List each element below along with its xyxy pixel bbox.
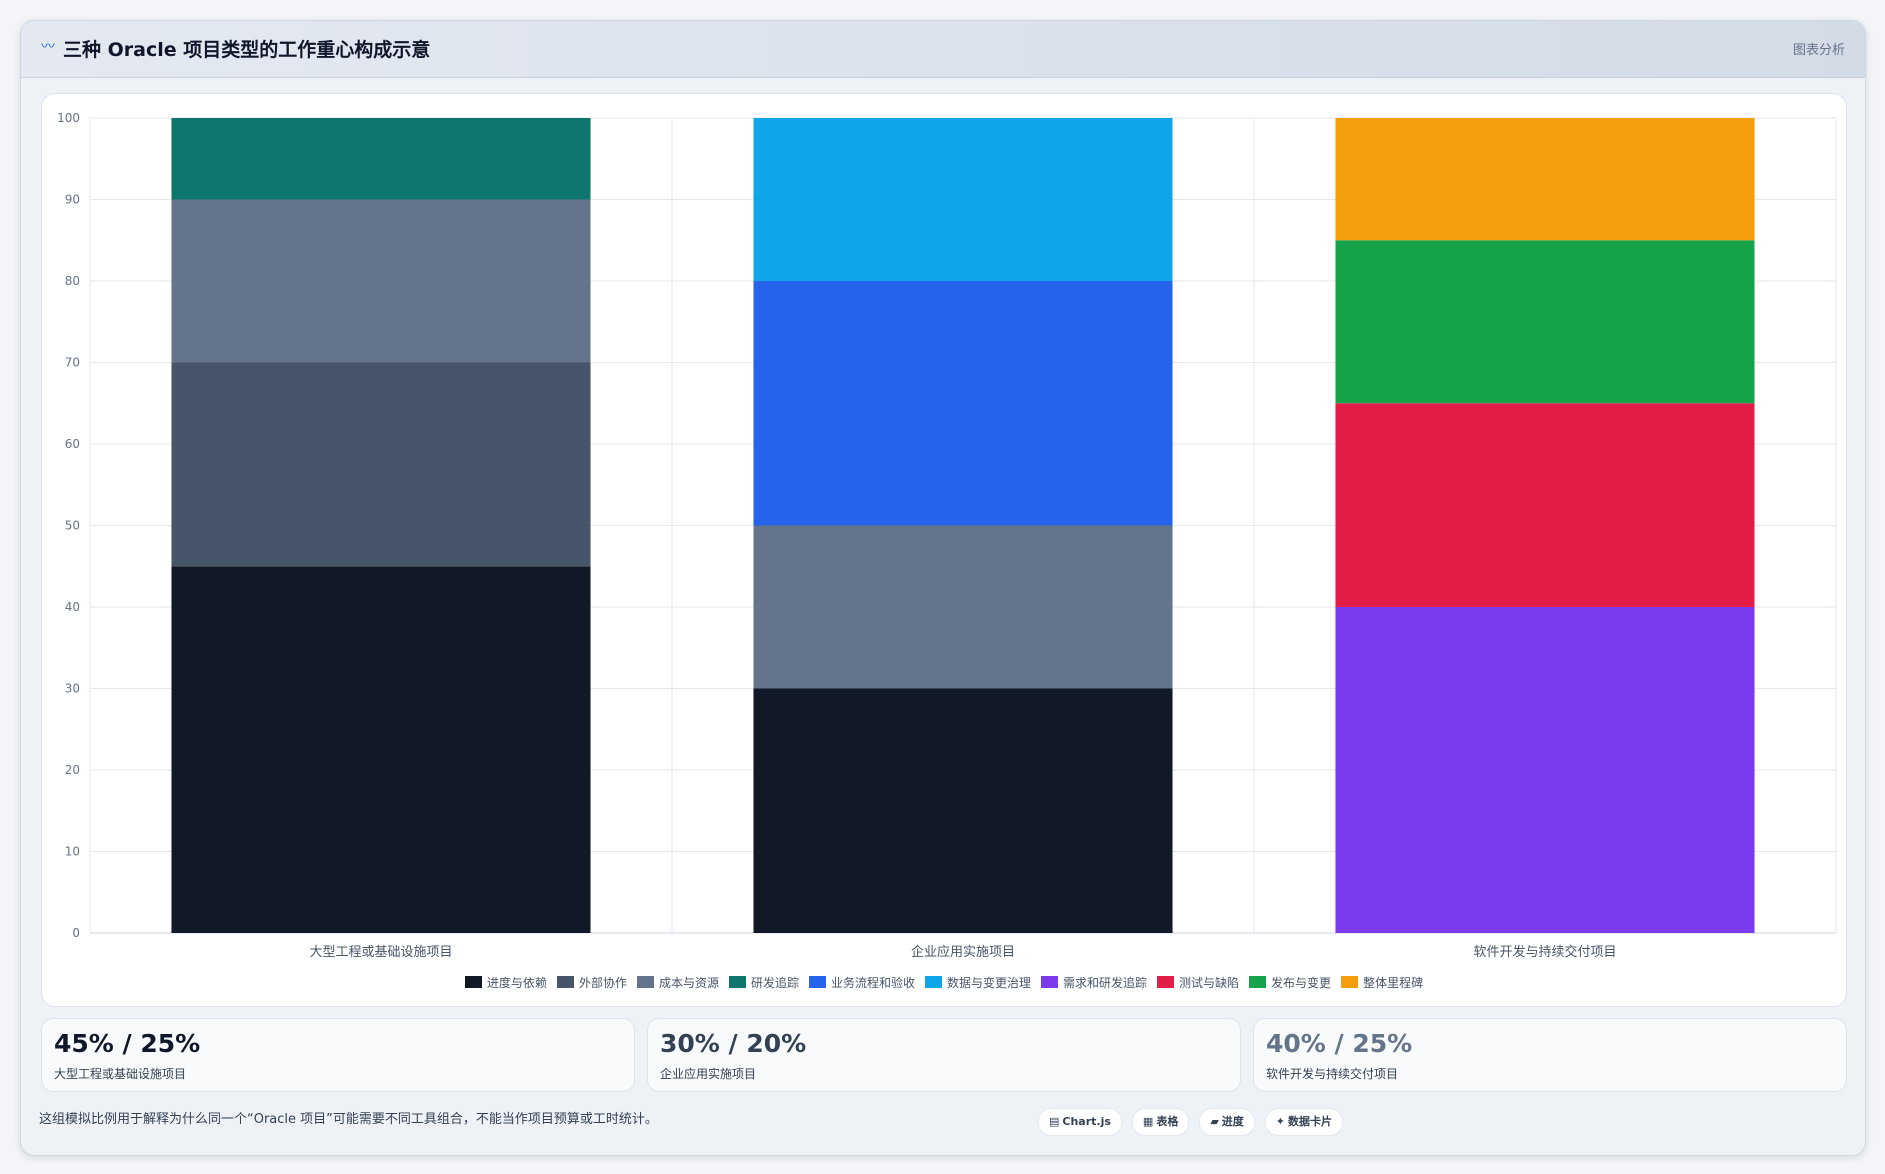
x-tick-label: 企业应用实施项目 <box>911 944 1015 960</box>
tag-progress[interactable]: ▰ 进度 <box>1199 1108 1255 1136</box>
chart-card: 0 10 20 30 40 50 60 70 80 90 100 大型工程或基础设施项目 企业应用实施项… <box>41 93 1847 1007</box>
bar-segment <box>753 281 1173 526</box>
legend-label: 研发追踪 <box>750 975 799 990</box>
x-tick-label: 大型工程或基础设施项目 <box>309 945 452 960</box>
legend-label: 进度与依赖 <box>486 975 547 990</box>
bar-segment <box>171 199 591 363</box>
legend-label: 需求和研发追踪 <box>1063 975 1148 990</box>
stat-card-enterprise: 30% / 20% 企业应用实施项目 <box>647 1018 1241 1092</box>
legend-swatch <box>1041 976 1059 988</box>
bar-segment <box>753 118 1173 281</box>
x-tick-label: 软件开发与持续交付项目 <box>1473 944 1616 960</box>
chart-analysis-button[interactable]: 图表分析 <box>1792 43 1845 58</box>
bar-segment <box>171 362 591 567</box>
legend-item[interactable]: 外部协作 <box>556 974 627 991</box>
page-title: 三种 Oracle 项目类型的工作重心构成示意 <box>63 39 431 61</box>
tag-chartjs[interactable]: ▤ Chart.js <box>1038 1108 1122 1136</box>
legend-label: 测试与缺陷 <box>1179 975 1240 990</box>
stacked-bar-chart: 0 10 20 30 40 50 60 70 80 90 100 大型工程或基础设施项目 企业应用实施项… <box>57 111 1837 960</box>
tag-label: 数据卡片 <box>1288 1115 1333 1128</box>
wave-icon: 〰 <box>41 39 55 55</box>
bar-segment <box>171 566 591 933</box>
footnote: 这组模拟比例用于解释为什么同一个“Oracle 项目”可能需要不同工具组合，不能… <box>39 1112 658 1127</box>
legend-item[interactable]: 进度与依赖 <box>464 974 547 991</box>
stat-value: 40% / 25% <box>1266 1029 1413 1058</box>
legend-swatch <box>728 976 746 988</box>
legend-swatch <box>1249 976 1267 988</box>
legend-swatch <box>1157 976 1175 988</box>
legend-item[interactable]: 业务流程和验收 <box>808 974 915 991</box>
legend-swatch <box>808 976 826 988</box>
legend-item[interactable]: 数据与变更治理 <box>925 974 1031 991</box>
y-tick-label: 10 <box>65 845 80 859</box>
y-tick-label: 0 <box>72 926 80 940</box>
stat-value: 45% / 25% <box>54 1029 201 1058</box>
chart-legend: 进度与依赖 外部协作 成本与资源 研发追踪 业务流程和验收 数据与变更治理 需求和研发追踪 测… <box>42 972 1846 992</box>
legend-item[interactable]: 发布与变更 <box>1249 974 1331 991</box>
legend-item[interactable]: 成本与资源 <box>636 974 719 991</box>
bar-segment <box>1335 240 1755 404</box>
chart-icon: ▤ <box>1049 1115 1060 1128</box>
tag-label: 进度 <box>1221 1115 1244 1128</box>
stat-label: 软件开发与持续交付项目 <box>1266 1067 1399 1081</box>
legend-label: 外部协作 <box>578 975 627 990</box>
table-icon: ▦ <box>1142 1115 1154 1128</box>
legend-item[interactable]: 整体里程碑 <box>1341 974 1423 991</box>
bar-segment <box>1335 118 1755 241</box>
bar-segment <box>753 688 1173 933</box>
bar-segment <box>171 118 591 200</box>
bar-segment <box>1335 403 1755 607</box>
stat-card-infrastructure: 45% / 25% 大型工程或基础设施项目 <box>41 1018 635 1092</box>
legend-swatch <box>464 976 482 988</box>
chart-window: 〰 三种 Oracle 项目类型的工作重心构成示意 图表分析 0 10 20 30 40… <box>20 20 1866 1156</box>
stat-label: 大型工程或基础设施项目 <box>54 1067 187 1081</box>
legend-item[interactable]: 需求和研发追踪 <box>1041 974 1147 991</box>
y-tick-label: 90 <box>65 193 80 207</box>
stat-value: 30% / 20% <box>660 1029 807 1058</box>
legend-swatch <box>556 976 574 988</box>
tag-label: Chart.js <box>1062 1115 1111 1128</box>
progress-icon: ▰ <box>1210 1115 1219 1128</box>
y-tick-label: 20 <box>65 763 80 777</box>
card-icon: ✦ <box>1275 1115 1286 1128</box>
y-tick-label: 80 <box>65 274 80 288</box>
tag-label: 表格 <box>1156 1115 1179 1128</box>
y-tick-label: 70 <box>65 356 80 370</box>
legend-item[interactable]: 研发追踪 <box>728 974 799 991</box>
legend-label: 整体里程碑 <box>1363 975 1424 990</box>
legend-label: 发布与变更 <box>1271 975 1332 990</box>
stat-label: 企业应用实施项目 <box>660 1067 757 1081</box>
legend-swatch <box>925 976 942 988</box>
legend-swatch <box>1341 976 1359 988</box>
y-tick-label: 40 <box>65 600 80 614</box>
tag-table[interactable]: ▦ 表格 <box>1131 1108 1190 1136</box>
bar-segment <box>1335 607 1755 933</box>
bar-segment <box>753 525 1173 689</box>
window-header: 〰 三种 Oracle 项目类型的工作重心构成示意 图表分析 <box>21 21 1865 78</box>
y-tick-label: 30 <box>65 682 80 696</box>
tag-list: ▤ Chart.js ▦ 表格 ▰ 进度 ✦ 数据卡片 <box>1038 1108 1344 1136</box>
y-tick-label: 100 <box>57 111 80 125</box>
tag-data-card[interactable]: ✦ 数据卡片 <box>1264 1108 1344 1136</box>
legend-label: 业务流程和验收 <box>830 975 915 990</box>
legend-item[interactable]: 测试与缺陷 <box>1157 974 1239 991</box>
y-tick-label: 60 <box>65 437 80 451</box>
y-tick-label: 50 <box>65 519 80 533</box>
legend-label: 成本与资源 <box>658 975 719 990</box>
legend-label: 数据与变更治理 <box>947 975 1032 990</box>
legend-swatch <box>636 976 654 988</box>
stat-card-software: 40% / 25% 软件开发与持续交付项目 <box>1253 1018 1847 1092</box>
